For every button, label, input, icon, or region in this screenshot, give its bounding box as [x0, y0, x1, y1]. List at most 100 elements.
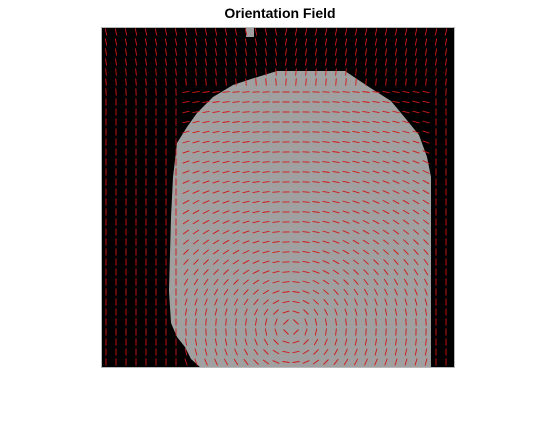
orientation-vector [244, 308, 248, 316]
orientation-vector [243, 358, 249, 366]
orientation-vector [435, 78, 437, 86]
orientation-vector [355, 328, 357, 336]
orientation-vector [414, 298, 418, 306]
orientation-vector [374, 298, 378, 306]
orientation-vector [342, 121, 350, 123]
orientation-vector [292, 350, 300, 354]
orientation-vector [213, 269, 219, 275]
orientation-vector [415, 58, 417, 66]
orientation-vector [312, 260, 320, 264]
orientation-vector [272, 241, 280, 243]
orientation-vector [395, 338, 397, 346]
orientation-vector [224, 48, 228, 56]
orientation-vector [242, 121, 250, 123]
orientation-vector [402, 100, 410, 104]
orientation-vector [414, 358, 418, 366]
orientation-vector [182, 219, 190, 225]
orientation-vector [205, 318, 207, 326]
orientation-vector [304, 318, 308, 326]
orientation-vector [252, 230, 260, 234]
orientation-vector [373, 288, 379, 296]
orientation-vector [274, 328, 278, 336]
orientation-vector [105, 78, 107, 86]
orientation-vector [222, 200, 230, 204]
orientation-vector [202, 209, 210, 215]
orientation-vector [424, 38, 428, 46]
orientation-vector [392, 130, 400, 134]
orientation-vector [325, 78, 327, 86]
orientation-vector [362, 91, 370, 93]
orientation-vector [185, 58, 187, 66]
orientation-vector [404, 288, 408, 296]
orientation-vector [374, 38, 378, 46]
orientation-vector [222, 91, 230, 93]
orientation-vector [322, 171, 330, 173]
orientation-vector [355, 68, 357, 76]
orientation-vector [233, 358, 239, 366]
orientation-vector [302, 241, 310, 243]
orientation-vector [242, 240, 250, 244]
orientation-vector [213, 278, 219, 286]
orientation-vector [372, 110, 380, 114]
orientation-vector [375, 318, 377, 326]
orientation-vector [425, 338, 427, 346]
orientation-vector [324, 28, 328, 36]
orientation-vector [353, 269, 359, 275]
orientation-vector [265, 78, 267, 86]
orientation-vector [264, 318, 268, 326]
orientation-vector [255, 78, 257, 86]
orientation-vector [382, 120, 390, 124]
orientation-vector [402, 170, 410, 174]
orientation-vector [204, 358, 208, 366]
orientation-vector [304, 28, 308, 36]
orientation-vector [193, 259, 199, 265]
orientation-vector [343, 279, 349, 285]
orientation-vector [312, 279, 320, 285]
orientation-vector [192, 140, 200, 144]
orientation-vector [255, 68, 257, 76]
orientation-vector [253, 298, 259, 306]
orientation-vector [414, 48, 418, 56]
orientation-vector [412, 140, 420, 144]
orientation-vector [242, 269, 250, 275]
orientation-vector [402, 90, 410, 94]
orientation-vector [214, 358, 218, 366]
orientation-field-image [101, 27, 455, 368]
orientation-vector [413, 239, 419, 245]
orientation-vector [233, 279, 239, 285]
orientation-vector [362, 130, 370, 134]
orientation-vector [302, 231, 310, 233]
orientation-vector [385, 58, 387, 66]
orientation-vector [342, 230, 350, 234]
orientation-vector [232, 249, 240, 255]
orientation-vector [364, 348, 368, 356]
orientation-vector [114, 38, 118, 46]
orientation-vector [192, 199, 200, 205]
orientation-vector [374, 48, 378, 56]
orientation-vector [322, 210, 330, 214]
orientation-vector [212, 130, 220, 134]
orientation-vector [262, 230, 270, 234]
orientation-vector [182, 160, 190, 164]
orientation-vector [275, 68, 277, 76]
orientation-vector [312, 151, 320, 153]
orientation-vector [382, 110, 390, 114]
orientation-vector [154, 38, 158, 46]
orientation-vector [435, 68, 437, 76]
orientation-vector [394, 38, 398, 46]
orientation-vector [252, 161, 260, 163]
orientation-vector [322, 240, 330, 244]
orientation-vector [182, 229, 190, 235]
orientation-vector [232, 259, 240, 265]
orientation-vector [434, 38, 438, 46]
orientation-vector [372, 150, 380, 154]
orientation-vector [392, 180, 400, 184]
orientation-vector [272, 360, 280, 364]
orientation-vector [322, 181, 330, 183]
orientation-vector [263, 338, 269, 346]
orientation-vector [422, 179, 430, 185]
orientation-vector [373, 278, 379, 286]
orientation-vector [335, 58, 337, 66]
orientation-vector [285, 58, 287, 66]
orientation-vector [392, 239, 400, 245]
